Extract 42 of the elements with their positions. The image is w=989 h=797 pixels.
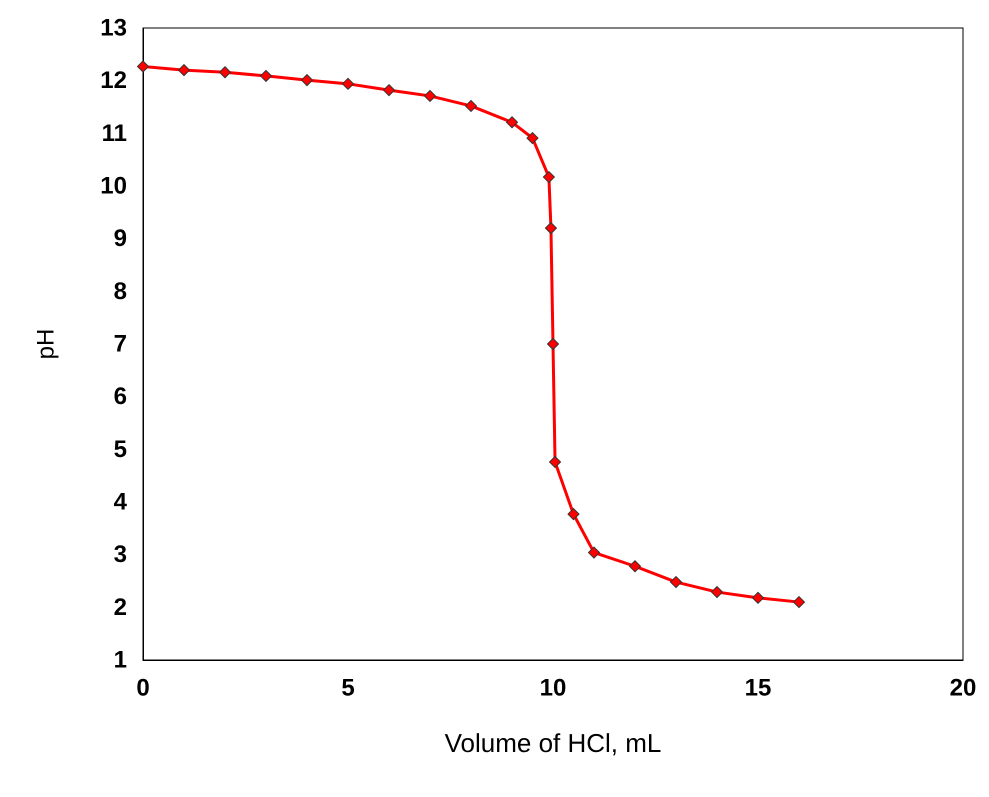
x-tick-label: 15 bbox=[744, 674, 772, 702]
point bbox=[568, 508, 580, 520]
y-tick-label: 1 bbox=[114, 646, 127, 674]
y-tick-label: 6 bbox=[114, 383, 127, 410]
point bbox=[219, 66, 231, 78]
point bbox=[549, 456, 562, 468]
point bbox=[793, 596, 805, 608]
y-tick-label: 7 bbox=[114, 330, 127, 358]
y-tick-label: 11 bbox=[102, 120, 127, 147]
y-tick-label: 12 bbox=[100, 67, 127, 94]
y-tick-label: 10 bbox=[100, 172, 127, 200]
x-tick-label: 5 bbox=[341, 674, 355, 702]
point bbox=[542, 171, 555, 184]
x-tick-label: 0 bbox=[136, 674, 150, 702]
point bbox=[178, 64, 190, 76]
point bbox=[670, 576, 682, 588]
point bbox=[383, 84, 395, 96]
x-axis-title: Volume of HCl, mL bbox=[444, 728, 662, 758]
y-axis-title: pH bbox=[32, 328, 60, 360]
point bbox=[260, 70, 272, 82]
point bbox=[465, 100, 477, 112]
point bbox=[137, 60, 149, 72]
point bbox=[588, 546, 600, 559]
point bbox=[629, 560, 641, 572]
point bbox=[752, 592, 764, 604]
y-tick-label: 2 bbox=[114, 594, 127, 621]
point bbox=[544, 222, 557, 234]
point bbox=[506, 116, 518, 128]
point bbox=[711, 586, 723, 598]
x-tick-label: 10 bbox=[540, 674, 566, 702]
y-tick-label: 9 bbox=[114, 225, 127, 252]
x-tick-label: 20 bbox=[950, 674, 976, 702]
y-tick-label: 3 bbox=[114, 541, 127, 568]
y-tick-label: 13 bbox=[100, 14, 127, 42]
point bbox=[424, 90, 436, 102]
y-tick-label: 8 bbox=[114, 278, 127, 305]
point bbox=[342, 78, 354, 90]
point bbox=[547, 338, 559, 350]
point bbox=[301, 74, 313, 86]
point bbox=[526, 132, 538, 144]
y-tick-label: 5 bbox=[114, 436, 127, 463]
y-tick-label: 4 bbox=[114, 488, 128, 516]
